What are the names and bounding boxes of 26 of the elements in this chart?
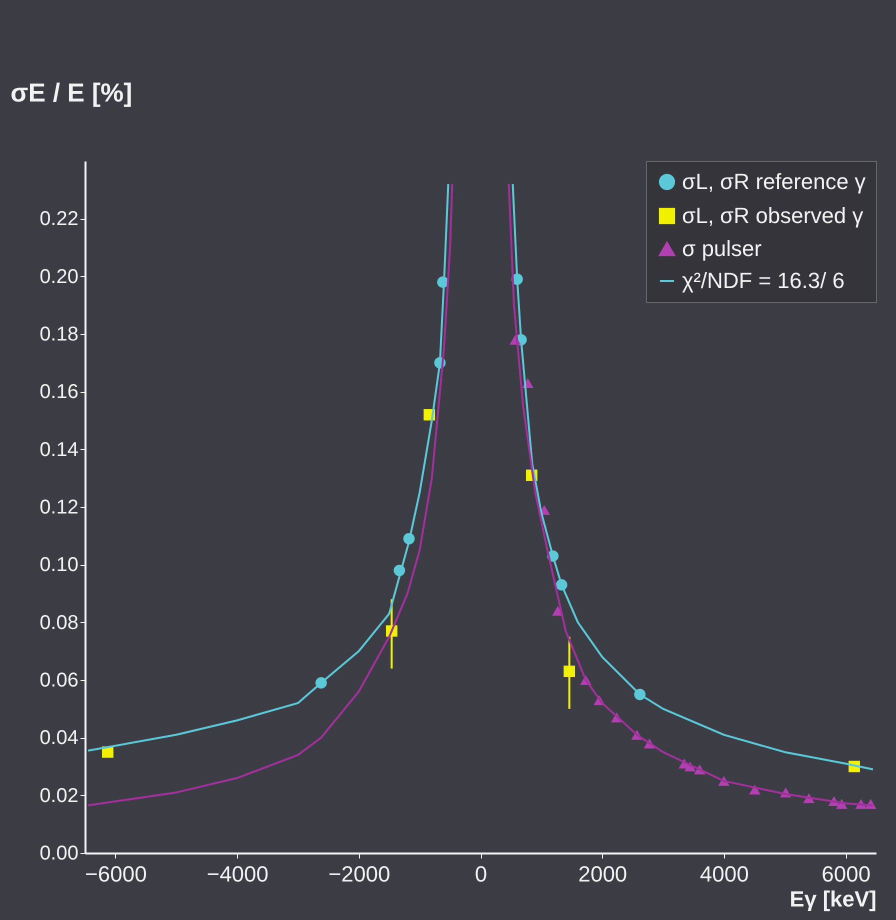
y-tick-label: 0.06 [40,670,78,692]
y-tick-label: 0.08 [40,612,78,634]
x-tick-label: −6000 [85,862,147,886]
y-tick-label: 0.02 [40,784,78,807]
x-tick-label: 4000 [700,862,749,886]
y-tick-label: 0.04 [40,727,78,750]
x-tick-label: 0 [474,862,488,886]
y-tick-label: 0.20 [40,266,78,288]
y-tick-label: 0.12 [40,496,78,518]
y-axis-title: σE / E [%] [10,78,132,108]
legend-label: σ pulser [682,236,762,261]
x-tick-label: 2000 [578,862,628,886]
y-tick-label: 0.14 [40,438,78,461]
x-tick-label: 6000 [822,862,871,886]
y-tick-label: 0.16 [40,381,78,404]
x-tick-label: −2000 [328,862,390,886]
legend-label: σL, σR observed γ [682,203,864,228]
y-tick-label: 0.00 [40,842,78,864]
x-tick-label: −4000 [206,862,269,886]
legend-label: σL, σR reference γ [682,169,866,194]
x-axis-title: Eγ [keV] [790,886,876,912]
y-tick-label: 0.22 [40,208,78,230]
y-tick-label: 0.18 [40,324,78,346]
point [564,666,576,678]
legend-label: χ²/NDF = 16.3/ 6 [682,268,845,293]
y-tick-label: 0.10 [40,554,78,576]
